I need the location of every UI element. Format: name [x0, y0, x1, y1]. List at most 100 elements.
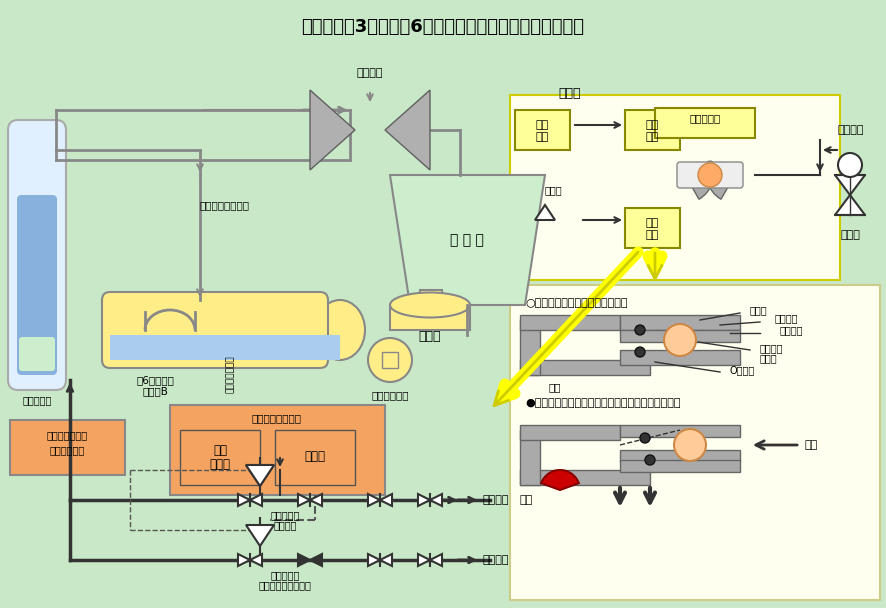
Text: 手動: 手動 [645, 218, 658, 228]
Polygon shape [379, 554, 392, 566]
FancyBboxPatch shape [19, 337, 55, 371]
Ellipse shape [315, 300, 364, 360]
Text: 信号: 信号 [645, 230, 658, 240]
Circle shape [634, 325, 644, 335]
FancyBboxPatch shape [170, 405, 385, 495]
FancyBboxPatch shape [619, 460, 739, 472]
FancyBboxPatch shape [619, 425, 739, 437]
Text: 調節器: 調節器 [304, 451, 325, 463]
FancyBboxPatch shape [654, 108, 754, 138]
Text: （バックアップ用）: （バックアップ用） [259, 580, 311, 590]
Text: 加熱器B: 加熱器B [142, 386, 167, 396]
Circle shape [837, 153, 861, 177]
Polygon shape [237, 554, 250, 566]
Text: （常用）: （常用） [273, 520, 297, 530]
Text: 制御弁: 制御弁 [839, 230, 859, 240]
FancyBboxPatch shape [180, 430, 260, 485]
Polygon shape [430, 494, 441, 506]
Polygon shape [245, 525, 274, 546]
Circle shape [673, 429, 705, 461]
Text: 変形: 変形 [519, 495, 532, 505]
FancyBboxPatch shape [519, 320, 540, 375]
Text: 自動: 自動 [645, 120, 658, 130]
Text: 水位: 水位 [535, 120, 548, 130]
Text: 水位制御弁: 水位制御弁 [270, 510, 299, 520]
Text: 伊方発電所3号機　第6高圧給水加熱器まわり概略系統図: 伊方発電所3号機 第6高圧給水加熱器まわり概略系統図 [301, 18, 584, 36]
Text: ボール: ボール [759, 353, 777, 363]
Ellipse shape [390, 292, 470, 317]
Text: 信号: 信号 [535, 132, 548, 142]
Polygon shape [250, 494, 261, 506]
Polygon shape [417, 554, 430, 566]
Polygon shape [379, 494, 392, 506]
Text: 温水（ドレン）: 温水（ドレン） [225, 355, 234, 393]
FancyBboxPatch shape [509, 285, 879, 600]
FancyBboxPatch shape [275, 430, 354, 485]
FancyBboxPatch shape [110, 335, 339, 360]
FancyBboxPatch shape [515, 110, 570, 150]
Text: 信号: 信号 [645, 132, 658, 142]
Text: 減圧弁: 減圧弁 [544, 185, 562, 195]
Polygon shape [834, 175, 864, 195]
FancyBboxPatch shape [519, 425, 619, 440]
Text: ●ボールとシール面のずれにより信号がもれた状態: ●ボールとシール面のずれにより信号がもれた状態 [525, 398, 680, 408]
FancyBboxPatch shape [17, 195, 57, 375]
Text: 脱気器へ: 脱気器へ [483, 495, 509, 505]
Text: チューブ: チューブ [779, 325, 803, 335]
Text: 復 水 器: 復 水 器 [449, 233, 484, 247]
Circle shape [640, 433, 649, 443]
FancyBboxPatch shape [519, 315, 619, 330]
Text: 水位制御装置: 水位制御装置 [50, 445, 84, 455]
Circle shape [634, 347, 644, 357]
Text: 水位: 水位 [213, 443, 227, 457]
Circle shape [644, 455, 654, 465]
Text: 水位制御弁: 水位制御弁 [270, 570, 299, 580]
Wedge shape [540, 470, 579, 490]
Text: シール面: シール面 [774, 313, 797, 323]
Polygon shape [250, 554, 261, 566]
Polygon shape [417, 494, 430, 506]
Text: 基板: 基板 [548, 382, 561, 392]
Text: 脱気器: 脱気器 [418, 330, 440, 343]
Text: 常用水位制御装置: 常用水位制御装置 [252, 413, 301, 423]
Circle shape [697, 163, 721, 187]
Polygon shape [245, 465, 274, 486]
FancyBboxPatch shape [17, 195, 57, 375]
Circle shape [368, 338, 411, 382]
Text: タービン: タービン [356, 68, 383, 78]
Polygon shape [309, 90, 354, 170]
FancyBboxPatch shape [8, 120, 66, 390]
FancyBboxPatch shape [390, 305, 470, 330]
Text: 制御信号: 制御信号 [837, 125, 864, 135]
Text: 復水器へ: 復水器へ [483, 555, 509, 565]
Polygon shape [298, 554, 309, 566]
Wedge shape [706, 161, 734, 199]
Text: ○ボールが正常にシールした状態: ○ボールが正常にシールした状態 [525, 298, 626, 308]
FancyBboxPatch shape [10, 420, 125, 475]
FancyBboxPatch shape [619, 450, 739, 462]
Polygon shape [245, 465, 274, 486]
FancyBboxPatch shape [625, 208, 680, 248]
Text: 接着部: 接着部 [750, 305, 766, 315]
Polygon shape [534, 205, 555, 220]
Polygon shape [430, 554, 441, 566]
FancyBboxPatch shape [619, 350, 739, 365]
Text: タービン排気蒸気: タービン排気蒸気 [199, 200, 250, 210]
FancyBboxPatch shape [102, 292, 328, 368]
Text: 第6高圧給水: 第6高圧給水 [136, 375, 174, 385]
FancyBboxPatch shape [519, 470, 649, 485]
Circle shape [664, 324, 696, 356]
FancyBboxPatch shape [382, 352, 398, 368]
FancyBboxPatch shape [519, 430, 540, 485]
Text: 平衡指示計: 平衡指示計 [688, 113, 719, 123]
Polygon shape [309, 554, 322, 566]
Polygon shape [298, 494, 309, 506]
Polygon shape [390, 175, 544, 305]
Polygon shape [368, 554, 379, 566]
FancyBboxPatch shape [676, 162, 742, 188]
Text: 主給水ポンプ: 主給水ポンプ [371, 390, 408, 400]
Text: バックアップ用: バックアップ用 [46, 430, 88, 440]
FancyBboxPatch shape [519, 360, 649, 375]
Polygon shape [834, 195, 864, 215]
FancyBboxPatch shape [619, 315, 739, 330]
